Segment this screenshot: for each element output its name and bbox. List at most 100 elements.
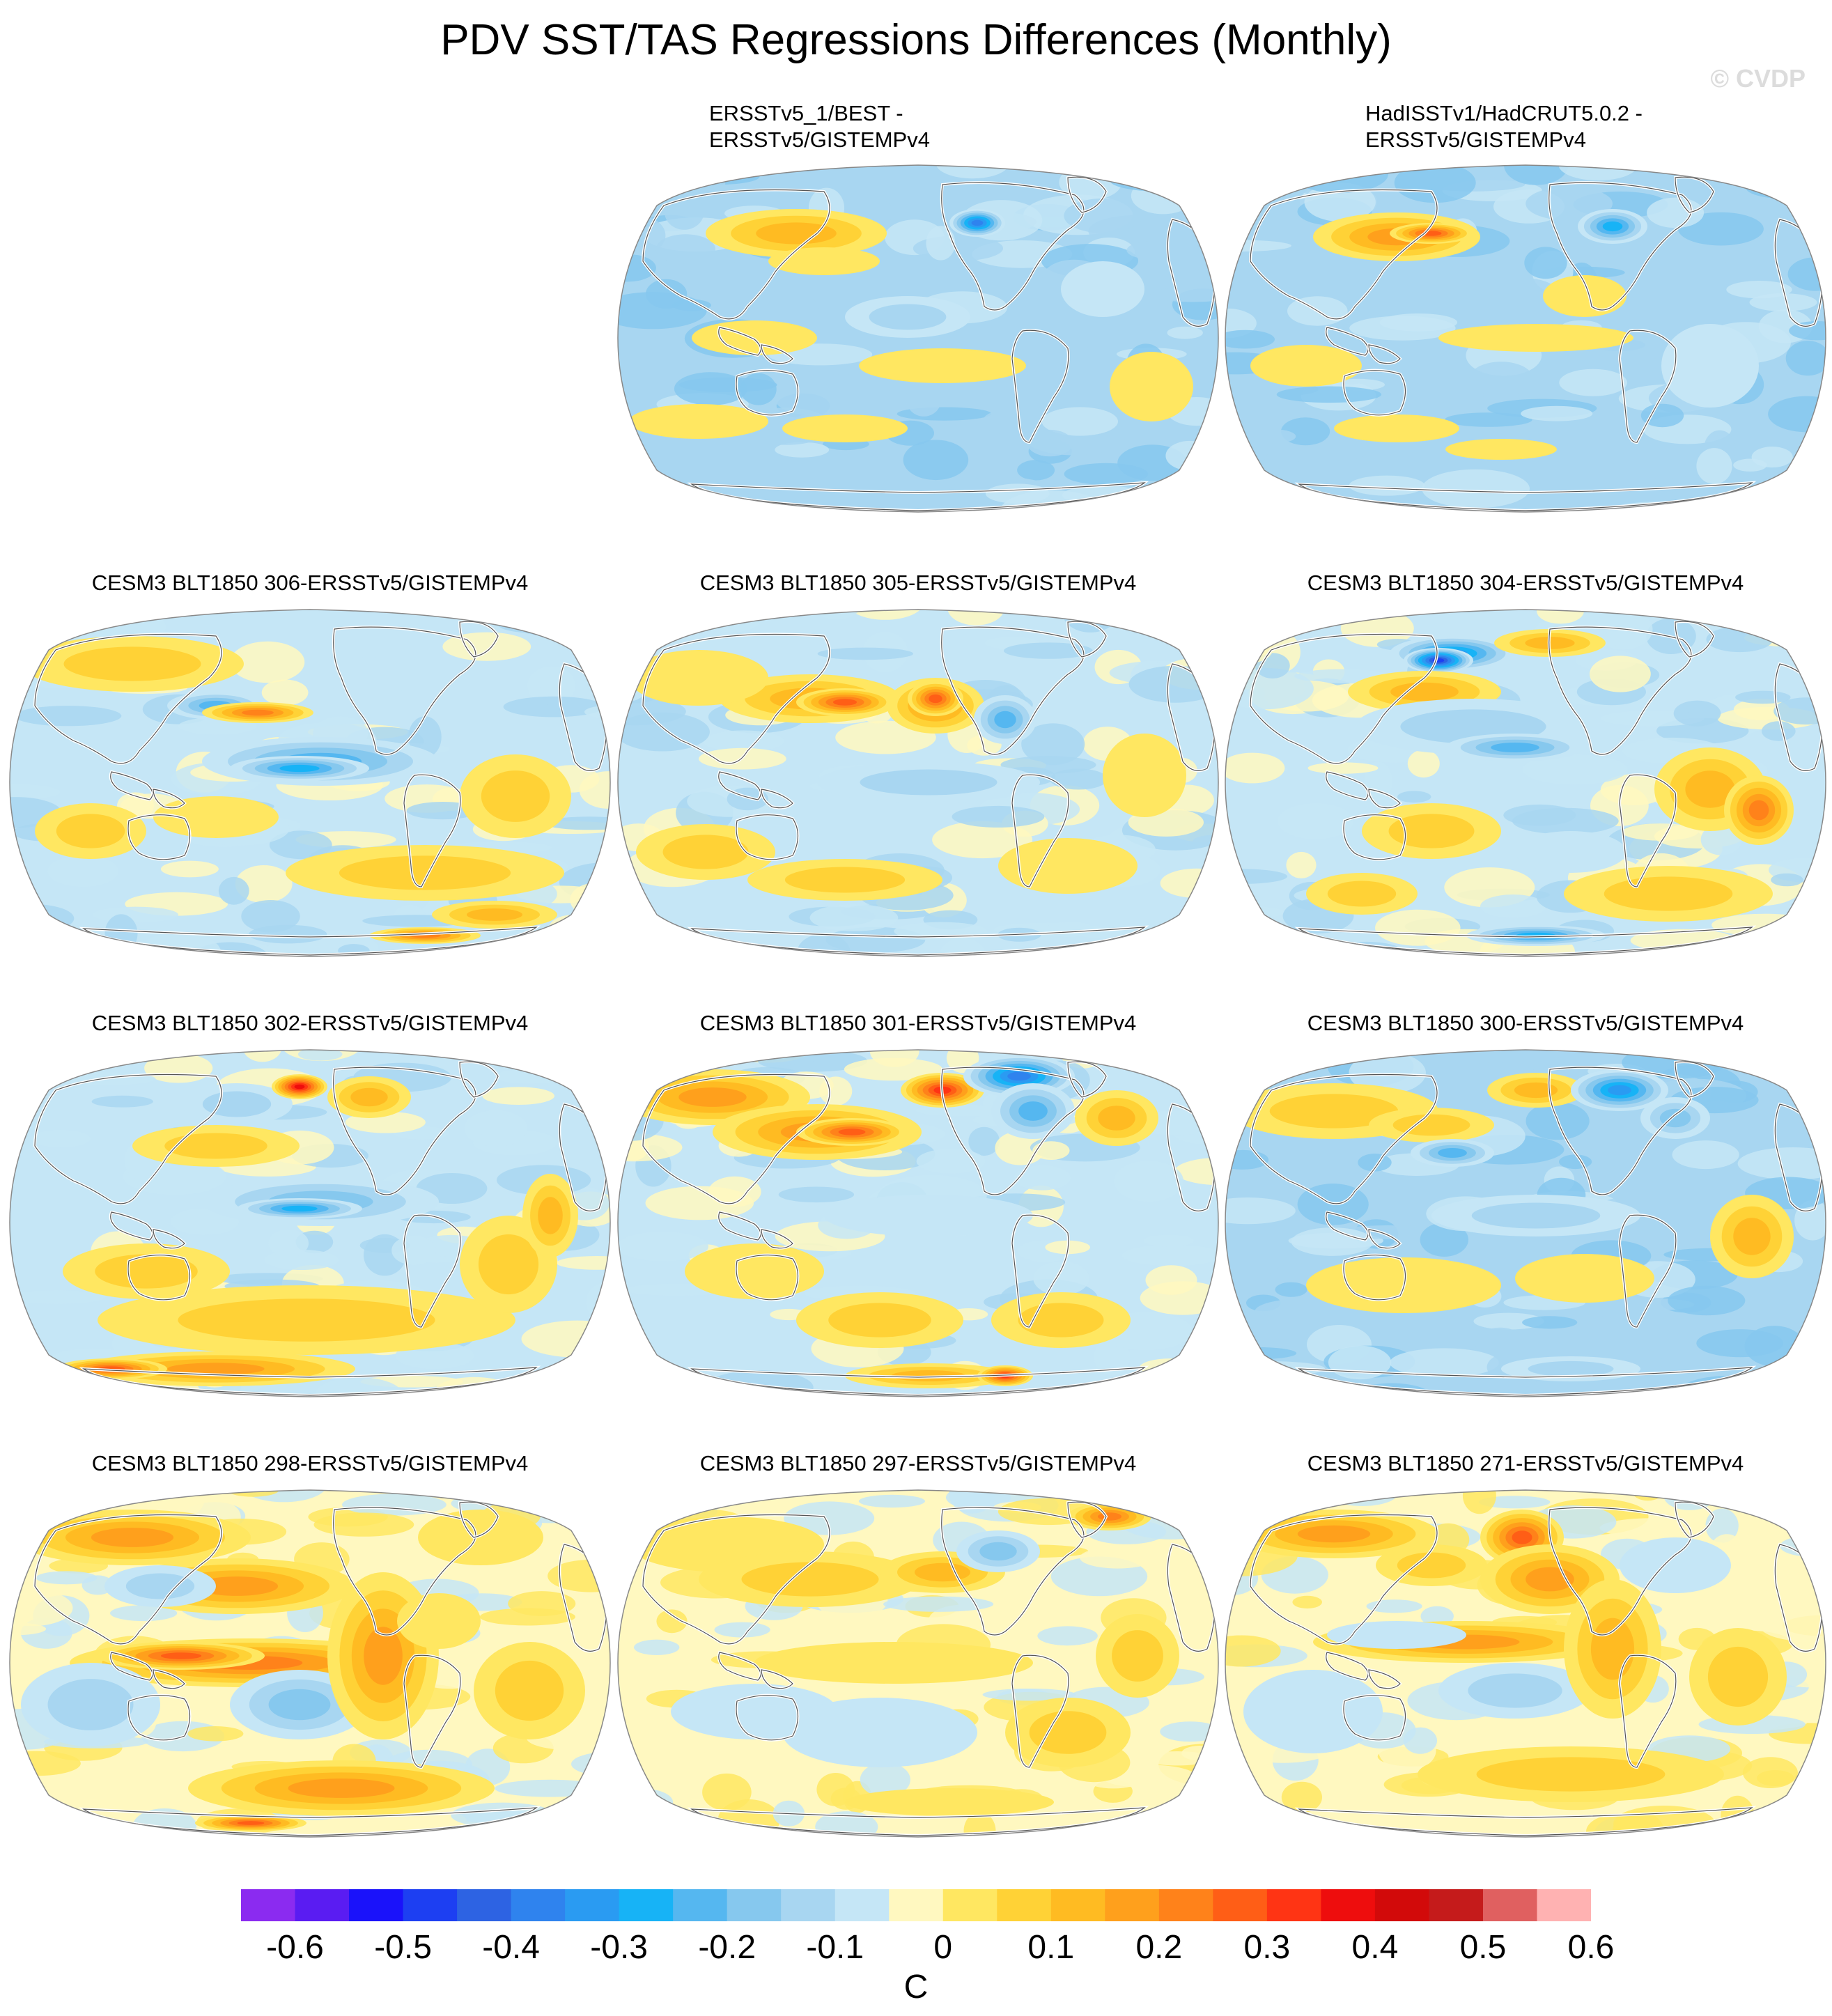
coastline bbox=[1619, 329, 1677, 443]
coastline bbox=[333, 1067, 476, 1195]
field-noise bbox=[1524, 247, 1567, 279]
field-blob bbox=[91, 1528, 174, 1547]
field-blob bbox=[195, 1576, 279, 1596]
field-noise bbox=[1715, 1381, 1811, 1397]
coastline bbox=[153, 1229, 185, 1249]
colorbar-swatch bbox=[1537, 1889, 1591, 1921]
field-noise bbox=[1115, 1816, 1197, 1833]
field-noise bbox=[858, 1494, 925, 1508]
field-noise bbox=[1733, 458, 1767, 472]
field-blob bbox=[1061, 261, 1144, 317]
field-noise bbox=[664, 1383, 720, 1397]
field-noise bbox=[701, 610, 763, 633]
field-blob bbox=[685, 1243, 824, 1299]
field-noise bbox=[1084, 945, 1130, 956]
panel-cesm3-301: CESM3 BLT1850 301-ERSSTv5/GISTEMPv4 bbox=[615, 1010, 1221, 1414]
field-noise bbox=[1264, 449, 1299, 477]
field-noise bbox=[740, 373, 777, 405]
field-noise bbox=[548, 1560, 610, 1592]
map-field bbox=[10, 610, 610, 956]
field-noise bbox=[297, 1050, 343, 1061]
field-noise bbox=[1558, 165, 1638, 181]
field-blob bbox=[845, 1788, 1054, 1816]
map-frame bbox=[1225, 164, 1826, 513]
field-noise bbox=[1785, 341, 1826, 376]
coastline bbox=[1326, 327, 1369, 356]
coastline bbox=[333, 1507, 476, 1636]
field-noise bbox=[674, 372, 747, 405]
field-noise bbox=[1165, 440, 1214, 471]
page-title: PDV SST/TAS Regressions Differences (Mon… bbox=[440, 16, 1392, 64]
coastline bbox=[1548, 1067, 1692, 1195]
coastline bbox=[718, 1652, 761, 1681]
field-noise bbox=[1004, 642, 1093, 659]
field-blob bbox=[859, 348, 1026, 383]
field-noise bbox=[1145, 1265, 1197, 1295]
field-noise bbox=[1225, 165, 1258, 166]
field-noise bbox=[651, 1737, 724, 1753]
coastline bbox=[1548, 626, 1692, 755]
field-noise bbox=[549, 915, 598, 942]
panel-title: HadISSTv1/HadCRUT5.0.2 - ERSSTv5/GISTEMP… bbox=[1365, 100, 1832, 153]
colorbar-swatch bbox=[349, 1889, 404, 1921]
colorbar-swatch bbox=[1482, 1889, 1538, 1921]
field-noise bbox=[775, 384, 854, 416]
map-field bbox=[618, 1050, 1218, 1397]
coastline bbox=[110, 1652, 153, 1681]
panel-cesm3-302: CESM3 BLT1850 302-ERSSTv5/GISTEMPv4 bbox=[7, 1010, 613, 1414]
map-field bbox=[618, 610, 1218, 956]
field-noise bbox=[1143, 1234, 1195, 1247]
map-field bbox=[618, 1490, 1218, 1837]
field-noise bbox=[1167, 1490, 1218, 1507]
coastline bbox=[941, 182, 1085, 311]
coastline bbox=[736, 814, 799, 860]
field-noise bbox=[1479, 1496, 1551, 1509]
field-blob bbox=[1297, 1525, 1371, 1543]
coastline bbox=[110, 771, 153, 800]
field-noise bbox=[703, 730, 784, 752]
map-plot bbox=[1225, 1049, 1826, 1397]
coastline bbox=[1326, 771, 1369, 800]
field-noise bbox=[705, 1370, 814, 1397]
field-blob bbox=[1515, 1254, 1654, 1303]
colorbar-swatch bbox=[457, 1889, 512, 1921]
colorbar-swatch bbox=[889, 1889, 944, 1921]
colorbar-tick-label: 0.3 bbox=[1243, 1929, 1291, 1966]
field-noise bbox=[1668, 1285, 1746, 1316]
field-blob bbox=[1515, 831, 1627, 873]
map-field bbox=[1225, 1490, 1826, 1837]
field-noise bbox=[91, 1095, 153, 1108]
coastline bbox=[1298, 1367, 1753, 1396]
field-noise bbox=[1403, 1727, 1437, 1754]
coastline bbox=[1326, 1652, 1369, 1681]
coastline bbox=[941, 1067, 1085, 1195]
field-noise bbox=[495, 1570, 557, 1583]
coastline bbox=[127, 1695, 191, 1741]
coastline bbox=[941, 626, 1085, 755]
field-noise bbox=[903, 440, 969, 481]
field-noise bbox=[1732, 1364, 1826, 1397]
coastline bbox=[736, 1255, 799, 1301]
field-noise bbox=[686, 165, 773, 175]
field-noise bbox=[775, 442, 830, 458]
field-noise bbox=[527, 666, 576, 705]
field-noise bbox=[235, 865, 293, 903]
coastline bbox=[761, 1229, 793, 1249]
colorbar-tick-label: -0.3 bbox=[590, 1929, 648, 1966]
field-noise bbox=[1726, 281, 1792, 299]
field-noise bbox=[1522, 1316, 1578, 1329]
field-noise bbox=[1462, 1490, 1496, 1514]
field-noise bbox=[10, 1062, 71, 1081]
field-noise bbox=[1131, 177, 1195, 215]
panel-title: ERSSTv5_1/BEST - ERSSTv5/GISTEMPv4 bbox=[709, 100, 1225, 153]
field-noise bbox=[1225, 1197, 1296, 1225]
field-blob bbox=[279, 764, 320, 773]
coastline bbox=[1343, 370, 1406, 416]
field-noise bbox=[1526, 187, 1613, 221]
field-blob bbox=[364, 1627, 403, 1685]
field-noise bbox=[1255, 1298, 1356, 1325]
coastline bbox=[82, 926, 538, 956]
field-noise bbox=[1167, 326, 1203, 339]
field-noise bbox=[10, 610, 47, 640]
field-blob bbox=[1733, 1218, 1771, 1255]
